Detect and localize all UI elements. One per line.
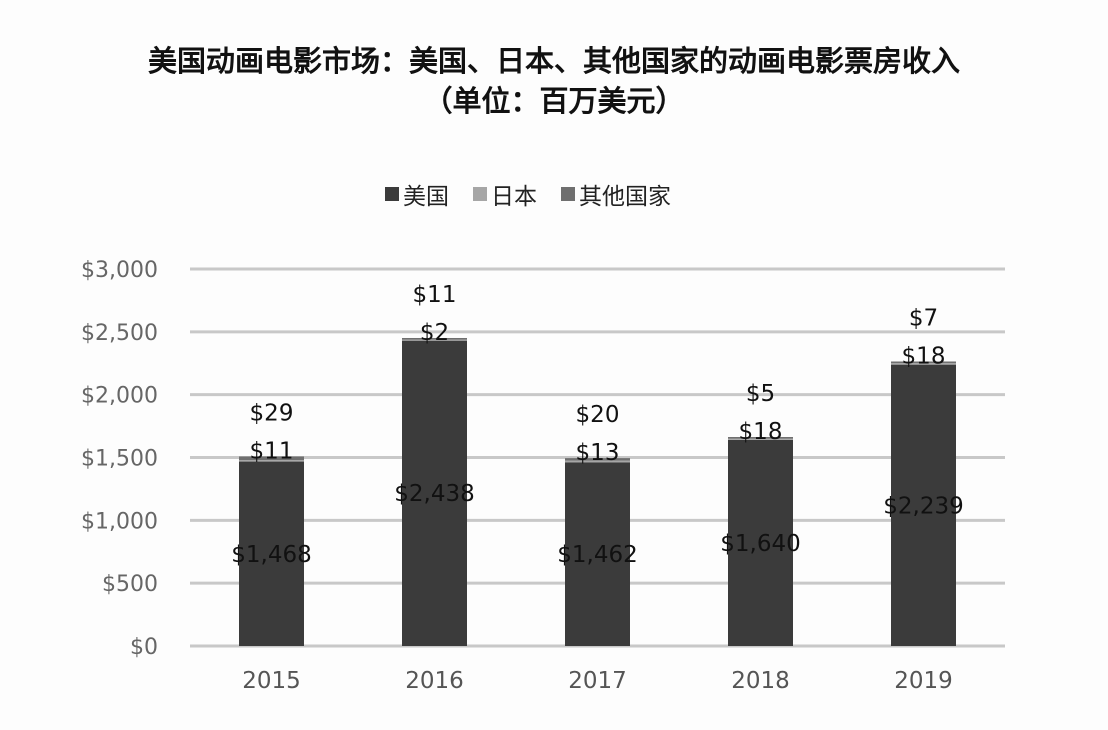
bar-日本 [891,362,956,365]
bar-美国 [402,339,467,646]
chart-title: 美国动画电影市场：美国、日本、其他国家的动画电影票房收入 [147,44,960,78]
legend-label: 日本 [491,184,537,210]
bar-日本 [239,460,304,462]
data-label: $2 [420,320,449,346]
data-label: $2,438 [394,481,474,507]
bar-日本 [402,339,467,341]
y-tick-label: $3,000 [81,258,158,283]
legend-label: 美国 [403,184,449,210]
bar-美国 [891,364,956,646]
data-label: $7 [909,305,938,331]
bar-美国 [565,462,630,646]
bar-其他国家 [565,458,630,461]
bar-其他国家 [239,456,304,461]
y-tick-label: $500 [102,572,158,597]
data-label: $1,468 [231,542,311,568]
y-tick-label: $2,000 [81,384,158,409]
x-tick-label: 2015 [242,668,301,694]
data-label: $18 [902,343,946,369]
bar-美国 [728,439,793,646]
x-tick-label: 2017 [568,668,627,694]
x-tick-label: 2019 [894,668,953,694]
legend-swatch [473,187,487,201]
y-tick-label: $1,000 [81,509,158,534]
bar-其他国家 [402,337,467,340]
x-tick-label: 2018 [731,668,790,694]
bar-其他国家 [728,437,793,439]
data-label: $11 [250,438,294,464]
data-label: $11 [413,282,457,308]
legend-label: 其他国家 [579,184,671,210]
bar-美国 [239,461,304,646]
chart-subtitle: （单位：百万美元） [423,84,685,118]
bar-日本 [728,437,793,440]
x-tick-label: 2016 [405,668,464,694]
data-label: $20 [576,402,620,428]
bar-日本 [565,460,630,463]
legend-swatch [561,187,575,201]
y-tick-label: $1,500 [81,447,158,472]
legend-swatch [385,187,399,201]
data-label: $18 [739,419,783,445]
data-label: $2,239 [883,493,963,519]
data-label: $5 [746,381,775,407]
y-tick-label: $0 [130,635,158,660]
data-label: $1,462 [557,542,637,568]
data-label: $29 [250,400,294,426]
bar-其他国家 [891,361,956,363]
data-label: $1,640 [720,531,800,557]
data-label: $13 [576,440,620,466]
y-tick-label: $2,500 [81,321,158,346]
